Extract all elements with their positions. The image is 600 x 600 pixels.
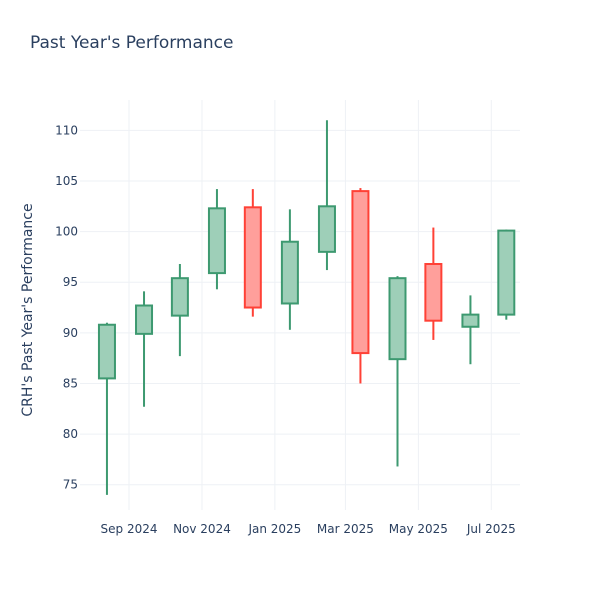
x-tick-label: Sep 2024 <box>101 522 158 536</box>
candle <box>135 291 154 407</box>
x-tick-label: Jan 2025 <box>247 522 301 536</box>
candle-body <box>388 277 407 361</box>
y-axis-title: CRH's Past Year's Performance <box>20 203 36 416</box>
candle-body <box>243 206 262 309</box>
y-tick-label: 85 <box>63 376 78 390</box>
x-axis-ticks: Sep 2024 Nov 2024 Jan 2025 Mar 2025 May 2025… <box>101 522 516 536</box>
grid-lines <box>80 100 520 510</box>
x-tick-label: May 2025 <box>389 522 448 536</box>
candle <box>97 322 116 495</box>
candle <box>280 209 299 330</box>
candle-body <box>280 240 299 305</box>
x-tick-label: Nov 2024 <box>173 522 231 536</box>
x-tick-label: Jul 2025 <box>466 522 516 536</box>
candle-body <box>461 313 480 328</box>
candle <box>424 227 443 340</box>
x-tick-label: Mar 2025 <box>317 522 374 536</box>
candle <box>207 189 226 290</box>
y-tick-label: 105 <box>55 174 78 188</box>
candle <box>388 276 407 467</box>
candle <box>170 264 189 357</box>
candle-body <box>424 263 443 322</box>
candle-body <box>497 229 516 316</box>
chart-title: Past Year's Performance <box>30 33 234 53</box>
y-axis-ticks: 75 80 85 90 95 100 105 110 <box>55 123 78 491</box>
y-tick-label: 75 <box>63 478 78 492</box>
candles <box>97 120 516 495</box>
y-tick-label: 95 <box>63 275 78 289</box>
candle <box>497 229 516 320</box>
candle-body <box>351 190 370 355</box>
candle-body <box>170 277 189 317</box>
candle <box>243 189 262 317</box>
candle <box>461 295 480 365</box>
candle <box>351 188 370 384</box>
y-tick-label: 110 <box>55 123 78 137</box>
candle-body <box>97 323 116 380</box>
candle-body <box>207 207 226 275</box>
candle <box>317 120 336 271</box>
y-tick-label: 90 <box>63 326 78 340</box>
candle-body <box>135 304 154 335</box>
candle-body <box>317 205 336 253</box>
y-tick-label: 100 <box>55 225 78 239</box>
y-tick-label: 80 <box>63 427 78 441</box>
